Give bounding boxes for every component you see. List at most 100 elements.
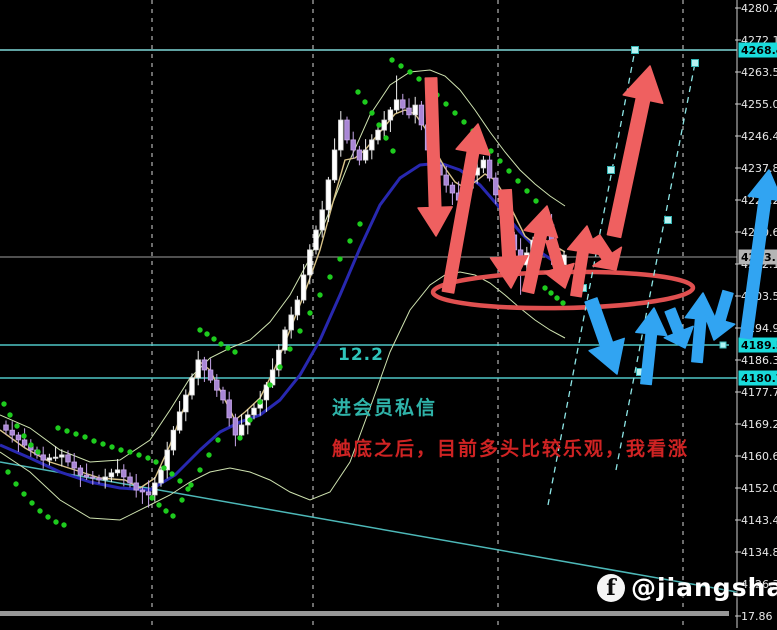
- candlestick: [201, 359, 208, 371]
- sar-dot: [506, 168, 512, 174]
- sar-dot: [7, 412, 13, 418]
- line-handle[interactable]: [719, 341, 727, 349]
- candlestick: [400, 99, 406, 109]
- vip-message-note: 进会员私信: [332, 397, 438, 419]
- sar-dot: [347, 238, 353, 244]
- candlestick: [158, 469, 164, 484]
- candlestick: [331, 149, 338, 181]
- sar-dot: [136, 452, 142, 458]
- sar-dot: [82, 434, 88, 440]
- candlestick: [220, 389, 226, 401]
- candlestick: [319, 209, 325, 231]
- candlestick: [127, 476, 133, 484]
- blue-arrow[interactable]: [739, 169, 777, 340]
- sar-dot: [554, 295, 560, 301]
- candlestick: [9, 429, 15, 436]
- blue-arrow[interactable]: [704, 289, 736, 341]
- candlestick: [381, 119, 387, 131]
- red-arrow[interactable]: [417, 77, 453, 237]
- sar-dot: [317, 292, 323, 298]
- red-arrow[interactable]: [521, 205, 559, 294]
- sar-dot: [161, 465, 167, 471]
- candlestick: [493, 177, 499, 196]
- sar-dot: [461, 119, 467, 125]
- sar-dot: [533, 198, 539, 204]
- candlestick: [71, 461, 77, 469]
- candlestick: [183, 394, 189, 413]
- blue-arrow[interactable]: [584, 297, 625, 375]
- candlestick: [164, 449, 170, 471]
- highlighted-price-box: [738, 337, 777, 353]
- candlestick: [443, 174, 449, 186]
- blue-arrow[interactable]: [635, 307, 668, 386]
- channel-trendline[interactable]: [547, 49, 636, 506]
- sar-dot: [53, 519, 59, 525]
- candlestick: [486, 159, 493, 179]
- sar-dot: [35, 449, 41, 455]
- candlestick: [15, 434, 22, 441]
- sar-dot: [452, 110, 458, 116]
- candlestick: [362, 149, 369, 161]
- sar-dot: [560, 300, 566, 306]
- axis-price-label: 4177.79: [741, 386, 777, 399]
- channel-trendline[interactable]: [615, 62, 696, 471]
- horizontal-scrollbar[interactable]: [0, 611, 729, 616]
- candlestick: [40, 454, 46, 461]
- red-arrow[interactable]: [543, 237, 575, 289]
- sar-dot: [61, 522, 67, 528]
- sar-dot: [548, 290, 554, 296]
- sar-dot: [156, 502, 162, 508]
- candlestick: [387, 109, 394, 121]
- red-arrow[interactable]: [441, 123, 491, 294]
- candlestick: [282, 329, 288, 351]
- sar-dot: [497, 158, 503, 164]
- sar-dot: [37, 508, 43, 514]
- ma-fast: [0, 109, 566, 489]
- trendline[interactable]: [0, 461, 738, 593]
- sar-dot: [197, 327, 203, 333]
- axis-price-label: 4246.43: [741, 130, 777, 143]
- trendline-handle[interactable]: [691, 59, 699, 67]
- candlestick: [232, 417, 239, 436]
- red-arrow[interactable]: [589, 234, 623, 271]
- sar-dot: [204, 331, 210, 337]
- candlestick: [300, 274, 307, 301]
- candlestick: [195, 359, 201, 379]
- sar-dot: [355, 89, 361, 95]
- candlestick: [418, 104, 425, 126]
- axis-price-label: 4134.89: [741, 546, 777, 559]
- sar-dot: [416, 76, 422, 82]
- candlestick: [251, 407, 257, 416]
- sar-dot: [488, 148, 494, 154]
- blue-arrow[interactable]: [663, 307, 694, 349]
- candlestick: [121, 469, 127, 478]
- sar-dot: [21, 491, 27, 497]
- candlestick: [152, 482, 158, 496]
- candlestick: [375, 129, 381, 141]
- highlighted-price-label: 4180.76: [741, 372, 777, 385]
- candlestick: [276, 349, 282, 371]
- axis-price-label: 17.86: [741, 610, 773, 623]
- axis-price-label: 4237.85: [741, 162, 777, 175]
- candlestick: [393, 99, 400, 111]
- trendline-handle[interactable]: [607, 166, 615, 174]
- analysis-note: 触底之后，目前多头比较乐观，我看涨: [332, 438, 690, 460]
- sar-dot: [443, 101, 449, 107]
- red-arrow[interactable]: [566, 225, 600, 298]
- trendline-handle[interactable]: [664, 216, 672, 224]
- candlestick: [294, 299, 301, 316]
- sar-dot: [145, 455, 151, 461]
- candlestick: [325, 179, 332, 211]
- sar-dot: [383, 135, 389, 141]
- candlestick: [307, 249, 313, 276]
- sar-dot: [55, 425, 61, 431]
- sar-dot: [277, 364, 283, 370]
- sar-dot: [179, 497, 185, 503]
- red-arrow[interactable]: [489, 188, 529, 289]
- candlestick: [170, 429, 177, 451]
- trendline-handle[interactable]: [631, 46, 639, 54]
- sar-dot: [376, 122, 382, 128]
- sar-dot: [64, 428, 70, 434]
- red-arrow[interactable]: [606, 65, 664, 239]
